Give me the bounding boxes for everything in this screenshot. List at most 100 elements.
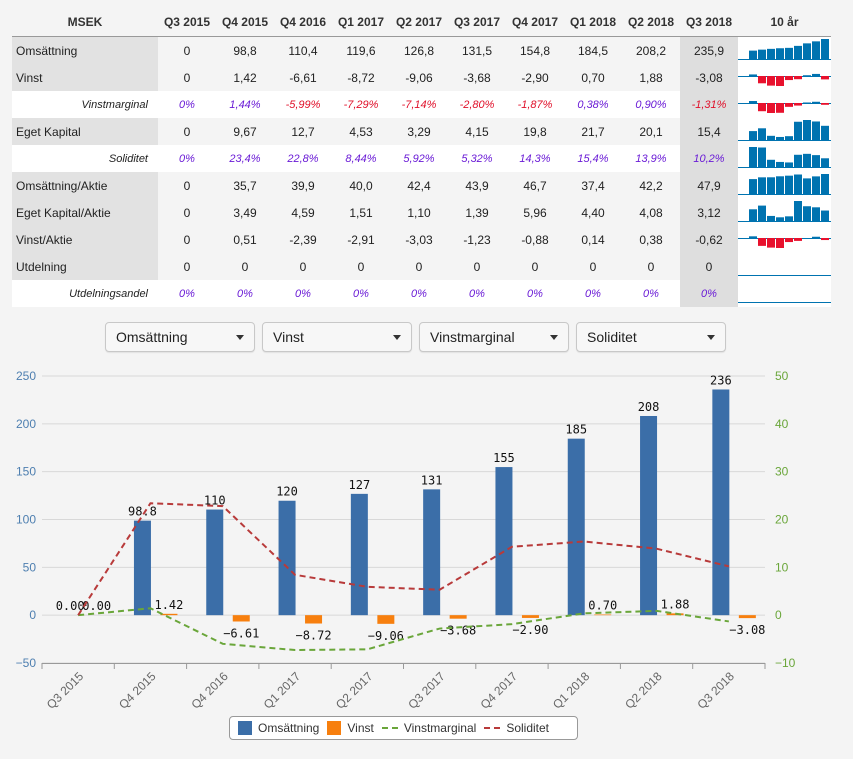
bar-omsattning bbox=[712, 389, 730, 616]
table-row: Soliditet 0% 23,4% 22,8% 8,44% 5,92% 5,32% 14,3… bbox=[12, 145, 831, 172]
bar-data-label: 0.00 bbox=[82, 599, 111, 613]
row-label: Soliditet bbox=[12, 145, 158, 172]
bar-vinst bbox=[521, 615, 539, 618]
bar-data-label: −2.90 bbox=[512, 623, 548, 637]
sparkline-cell bbox=[738, 172, 831, 199]
sparkline-cell bbox=[738, 118, 831, 145]
sparkline-bar bbox=[812, 236, 820, 238]
bar-data-label: 236 bbox=[710, 373, 732, 387]
table-cell: 4,53 bbox=[332, 118, 390, 145]
table-header-quarter: Q4 2016 bbox=[274, 8, 332, 37]
sparkline bbox=[738, 120, 831, 141]
table-cell: 1,42 bbox=[216, 64, 274, 91]
table-cell: -0,62 bbox=[680, 226, 738, 253]
table-header-10-year: 10 år bbox=[738, 8, 831, 37]
legend-swatch-bar bbox=[327, 721, 342, 735]
x-tick-label: Q4 2017 bbox=[478, 669, 521, 710]
bar-data-label: 0.70 bbox=[588, 598, 617, 612]
table-row: Eget Kapital/Aktie 0 3,49 4,59 1,51 1,10 1,39 5… bbox=[12, 199, 831, 226]
sparkline-bar bbox=[803, 75, 811, 76]
sparkline-bar bbox=[776, 217, 784, 221]
legend-item-vinstmarginal[interactable]: Vinstmarginal bbox=[381, 721, 476, 735]
bar-vinst bbox=[738, 615, 756, 619]
table-cell: 4,40 bbox=[564, 199, 622, 226]
series-3-dropdown[interactable]: Vinstmarginal bbox=[419, 322, 569, 352]
y-left-tick-label: 0 bbox=[29, 608, 36, 622]
sparkline bbox=[738, 275, 831, 276]
sparkline-bar bbox=[749, 50, 757, 59]
row-label: Eget Kapital bbox=[12, 118, 158, 145]
sparkline-bar bbox=[812, 73, 820, 76]
table-header-quarter: Q4 2015 bbox=[216, 8, 274, 37]
table-cell: 42,4 bbox=[390, 172, 448, 199]
table-cell: 19,8 bbox=[506, 118, 564, 145]
sparkline-bar bbox=[794, 103, 802, 106]
bar-omsattning bbox=[206, 509, 224, 616]
sparkline-bar bbox=[812, 155, 820, 167]
sparkline-bar bbox=[749, 74, 757, 76]
sparkline-bar bbox=[821, 174, 829, 194]
sparkline-cell bbox=[738, 199, 831, 226]
table-cell: -3,03 bbox=[390, 226, 448, 253]
table-cell: 0,14 bbox=[564, 226, 622, 253]
sparkline-bar bbox=[776, 136, 784, 140]
table-cell: 10,2% bbox=[680, 145, 738, 172]
table-cell: 3,49 bbox=[216, 199, 274, 226]
bar-omsattning bbox=[640, 415, 658, 616]
legend-item-vinst[interactable]: Vinst bbox=[327, 721, 374, 735]
bar-data-label: 127 bbox=[349, 478, 371, 492]
bar-data-label: 98.8 bbox=[128, 505, 157, 519]
row-label: Omsättning/Aktie bbox=[12, 172, 158, 199]
table-row: Vinst 0 1,42 -6,61 -8,72 -9,06 -3,68 -2,90 0,70 1… bbox=[12, 64, 831, 91]
table-row: Utdelningsandel 0% 0% 0% 0% 0% 0% 0% 0% 0% 0% bbox=[12, 280, 831, 307]
sparkline-bar bbox=[812, 121, 820, 140]
sparkline-bar bbox=[776, 238, 784, 248]
sparkline-bar bbox=[785, 175, 793, 194]
table-cell: 98,8 bbox=[216, 36, 274, 64]
sparkline-bar bbox=[767, 103, 775, 113]
table-cell: -2,90 bbox=[506, 64, 564, 91]
sparkline-bar bbox=[749, 179, 757, 194]
series-2-dropdown[interactable]: Vinst bbox=[262, 322, 412, 352]
sparkline-bar bbox=[758, 238, 766, 246]
table-cell: 0 bbox=[158, 118, 216, 145]
sparkline-bar bbox=[803, 178, 811, 194]
table-cell: 0 bbox=[216, 253, 274, 280]
legend-swatch-dash bbox=[484, 727, 501, 729]
chevron-down-icon bbox=[393, 335, 401, 340]
sparkline-bar bbox=[785, 216, 793, 221]
table-cell: -3,08 bbox=[680, 64, 738, 91]
sparkline-bar bbox=[812, 176, 820, 194]
sparkline-bar bbox=[803, 153, 811, 167]
sparkline-bar bbox=[767, 159, 775, 167]
sparkline-bar bbox=[749, 147, 757, 167]
bar-vinst bbox=[160, 613, 178, 616]
sparkline bbox=[738, 73, 831, 86]
series-4-dropdown[interactable]: Soliditet bbox=[576, 322, 726, 352]
bar-omsattning bbox=[133, 520, 151, 616]
sparkline-bar bbox=[776, 48, 784, 59]
bar-data-label: 1.42 bbox=[154, 598, 183, 612]
table-cell: 0% bbox=[622, 280, 680, 307]
table-cell: -7,29% bbox=[332, 91, 390, 118]
sparkline-bar bbox=[776, 161, 784, 167]
table-cell: 1,44% bbox=[216, 91, 274, 118]
y-right-tick-label: −10 bbox=[775, 656, 796, 670]
bar-omsattning bbox=[495, 467, 513, 616]
legend-item-soliditet[interactable]: Soliditet bbox=[484, 721, 549, 735]
sparkline-bar bbox=[785, 238, 793, 243]
sparkline bbox=[738, 39, 831, 60]
y-right-tick-label: 30 bbox=[775, 465, 789, 479]
table-cell: 0 bbox=[274, 253, 332, 280]
sparkline-bar bbox=[821, 103, 829, 105]
legend-swatch-dash bbox=[381, 727, 398, 729]
financial-table: MSEK Q3 2015 Q4 2015 Q4 2016 Q1 2017 Q2 2017… bbox=[12, 8, 831, 307]
series-1-dropdown[interactable]: Omsättning bbox=[105, 322, 255, 352]
table-cell: 4,59 bbox=[274, 199, 332, 226]
legend-item-omsattning[interactable]: Omsättning bbox=[238, 721, 319, 735]
x-tick-label: Q4 2015 bbox=[116, 669, 159, 710]
bar-omsattning bbox=[278, 500, 296, 616]
sparkline-cell bbox=[738, 280, 831, 307]
sparkline-bar bbox=[758, 103, 766, 112]
